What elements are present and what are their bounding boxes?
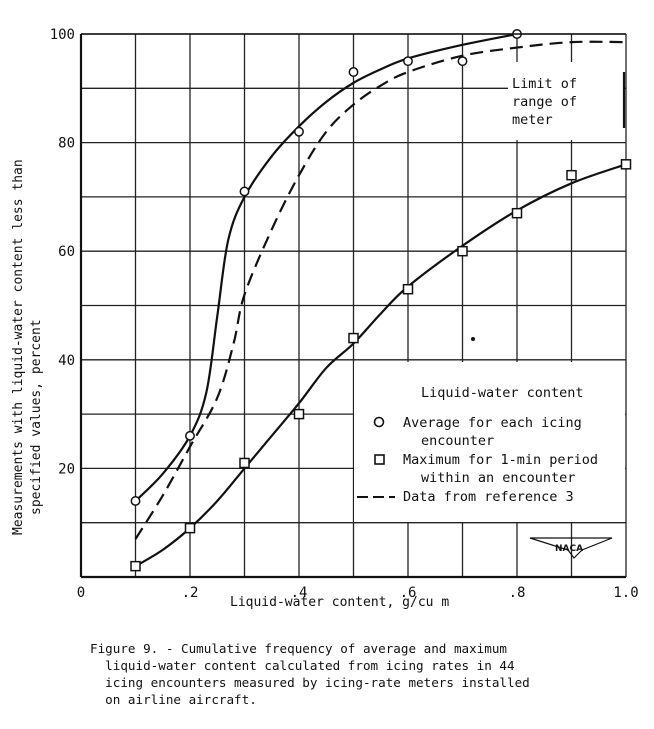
circle-data-point	[403, 56, 413, 67]
circle-data-point	[348, 67, 359, 77]
data-markers	[130, 29, 632, 572]
circle-data-point	[239, 186, 250, 197]
x-tick-label: 0	[77, 585, 85, 601]
y-tick-label: 60	[58, 244, 75, 260]
y-tick-label: 20	[58, 461, 75, 477]
x-tick-label: .8	[509, 585, 526, 601]
y-axis-title-line-2: specified values, percent	[29, 319, 44, 515]
square-data-point	[457, 245, 468, 257]
figure-caption: Figure 9. - Cumulative frequency of aver…	[90, 640, 610, 708]
y-tick-label: 40	[58, 353, 75, 369]
naca-wings-icon	[529, 537, 613, 559]
square-data-point	[566, 169, 577, 181]
square-data-point	[293, 408, 305, 420]
legend-title: Liquid-water content	[421, 385, 584, 401]
x-axis-title: Liquid-water content, g/cu m	[230, 595, 449, 610]
square-data-point	[184, 522, 196, 534]
circle-data-point	[185, 430, 195, 441]
limit-text-line-1: Limit of	[512, 76, 577, 92]
caption-line-1: Figure 9. - Cumulative frequency of aver…	[90, 641, 508, 656]
chart: 0 .2 .4 .6 .8 1.0 20 40 60 80 100 Limit of range o…	[11, 27, 639, 610]
circle-data-point	[294, 126, 304, 137]
y-axis-title-line-1: Measurements with liquid-water content l…	[11, 159, 26, 535]
legend-entry-average-line-1: Average for each icing	[403, 415, 582, 431]
square-data-point	[402, 283, 414, 295]
circle-data-point	[130, 496, 141, 506]
legend-entry-maximum-line-2: within an encounter	[421, 470, 575, 486]
limit-annotation: Limit of range of meter	[508, 62, 626, 140]
naca-logo: NACA	[529, 537, 613, 559]
x-tick-label: 1.0	[613, 585, 638, 601]
caption-line-4: on airline aircraft.	[90, 692, 257, 707]
y-tick-label: 100	[50, 27, 75, 43]
square-data-point	[511, 207, 523, 219]
legend: Liquid-water content Average for each ic…	[354, 362, 625, 522]
naca-logo-text: NACA	[555, 544, 583, 554]
circle-marker-icon	[373, 416, 385, 428]
legend-entry-maximum-line-1: Maximum for 1-min period	[403, 452, 598, 468]
square-marker-icon	[374, 454, 385, 465]
caption-line-3: icing encounters measured by icing-rate …	[90, 675, 530, 690]
square-data-point	[620, 159, 632, 170]
limit-text-line-2: range of	[512, 94, 577, 110]
square-data-point	[239, 457, 250, 469]
caption-line-2: liquid-water content calculated from ici…	[90, 658, 515, 673]
average-curve	[134, 32, 518, 502]
circle-data-point	[457, 56, 468, 67]
limit-text-line-3: meter	[512, 112, 553, 128]
scan-dot	[471, 337, 475, 341]
reference-3-curve	[134, 40, 627, 540]
data-curves	[134, 32, 627, 568]
y-tick-label: 80	[58, 136, 75, 152]
legend-entry-average-line-2: encounter	[421, 433, 494, 449]
square-data-point	[130, 560, 141, 572]
legend-entry-reference-line-1: Data from reference 3	[403, 489, 574, 505]
axes: 0 .2 .4 .6 .8 1.0 20 40 60 80 100	[50, 27, 639, 601]
square-data-point	[348, 332, 359, 344]
maximum-curve	[134, 163, 627, 568]
x-tick-label: .6	[400, 585, 417, 601]
y-axis-title: Measurements with liquid-water content l…	[11, 159, 44, 535]
x-tick-label: .2	[182, 585, 199, 601]
x-tick-label: .4	[291, 585, 308, 601]
